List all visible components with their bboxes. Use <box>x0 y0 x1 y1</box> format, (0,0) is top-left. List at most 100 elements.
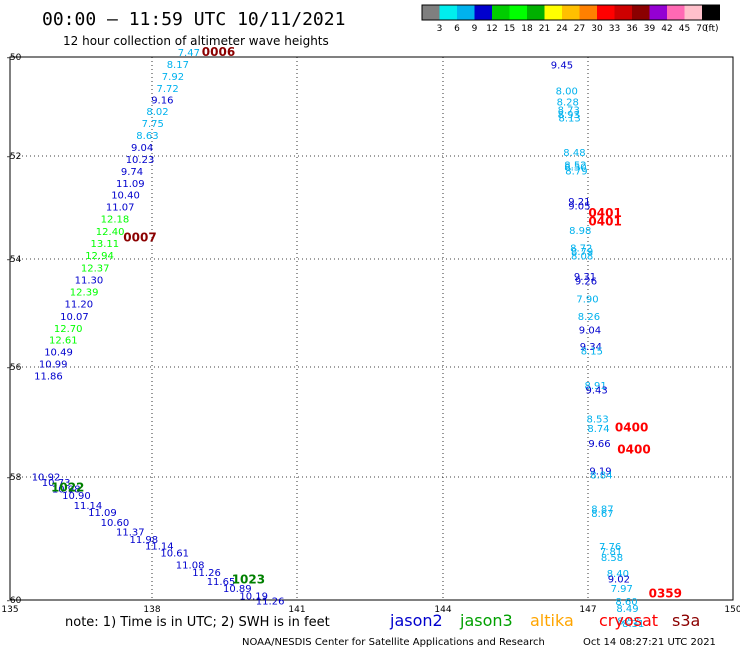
swh-point-label: 11.65 <box>207 577 236 588</box>
swh-point-label: 9.34 <box>580 342 602 353</box>
timestamp-text: Oct 14 08:27:21 UTC 2021 <box>583 637 716 648</box>
colorbar-unit-label: (ft) <box>705 24 719 34</box>
swh-point-label: 8.91 <box>585 381 607 392</box>
colorbar-label: 45 <box>679 24 690 34</box>
swh-point-label: 10.61 <box>160 549 189 560</box>
colorbar-swatch <box>579 5 597 20</box>
colorbar-swatch <box>702 5 720 20</box>
colorbar-label: 15 <box>504 24 515 34</box>
swh-point-label: 8.40 <box>607 569 629 580</box>
y-tick-label: -54 <box>7 255 22 265</box>
swh-point-label: 10.90 <box>62 491 91 502</box>
swh-point-label: 8.52 <box>564 160 586 171</box>
swh-point-label: 9.43 <box>586 386 608 397</box>
swh-point-label: 8.15 <box>581 347 603 358</box>
swh-point-label: 9.45 <box>551 60 573 71</box>
x-tick-label: 147 <box>579 605 596 615</box>
swh-point-label: 9.31 <box>574 272 596 283</box>
legend-entry: jason3 <box>459 611 513 630</box>
swh-point-label: 7.97 <box>611 584 633 595</box>
colorbar-label: 9 <box>472 24 478 34</box>
swh-point-label: 8.17 <box>167 60 189 71</box>
swh-point-label: 8.87 <box>591 505 613 516</box>
swh-point-label: 7.92 <box>162 72 184 83</box>
swh-point-label: 8.79 <box>571 247 593 258</box>
swh-point-label: 12.18 <box>101 215 130 226</box>
swh-point-label: 12.39 <box>70 287 99 298</box>
pass-time-label: 0400 <box>617 442 650 456</box>
swh-point-label: 12.61 <box>49 336 78 347</box>
y-tick-labels: -50 -52 -54 -56 -58 -60 <box>7 53 22 606</box>
credit-text: NOAA/NESDIS Center for Satellite Applica… <box>242 637 545 648</box>
swh-point-label: 9.16 <box>151 96 173 107</box>
colorbar-swatch <box>632 5 650 20</box>
colorbar-swatch <box>492 5 510 20</box>
swh-point-label: 11.98 <box>130 535 159 546</box>
note-text: note: 1) Time is in UTC; 2) SWH is in fe… <box>65 615 330 630</box>
colorbar-label: 39 <box>644 24 656 34</box>
swh-point-label: 12.40 <box>96 227 125 238</box>
swh-point-label: 8.48 <box>563 148 585 159</box>
swh-point-label: 8.26 <box>578 312 600 323</box>
plot-frame <box>9 56 734 601</box>
y-tick-label: -60 <box>7 596 22 606</box>
colorbar-swatch <box>509 5 527 20</box>
pass-time-label: 1022 <box>51 480 84 494</box>
legend-entry: altika <box>530 611 574 630</box>
y-tick-label: -52 <box>7 152 22 162</box>
swh-point-label: 8.73 <box>558 106 580 117</box>
satellite-legend: jason2 jason3 altika cryosat s3a <box>389 611 700 630</box>
colorbar-swatch <box>614 5 632 20</box>
swh-point-label: 9.04 <box>131 143 153 154</box>
colorbar-swatch <box>457 5 475 20</box>
y-tick-label: -50 <box>7 53 22 63</box>
swh-point-label: 13.11 <box>91 239 120 250</box>
colorbar-swatch <box>422 5 440 20</box>
page-title: 00:00 – 11:59 UTC 10/11/2021 <box>42 9 345 30</box>
swh-point-label: 11.08 <box>176 561 205 572</box>
swh-point-label: 7.81 <box>600 547 622 558</box>
colorbar-frame <box>421 4 720 21</box>
plot-area <box>9 56 734 601</box>
pass-time-label: 0007 <box>123 231 156 245</box>
swh-point-label: 9.66 <box>588 439 610 450</box>
swh-point-label: 8.02 <box>146 107 168 118</box>
colorbar: 3 6 9 12 15 18 21 24 27 30 33 36 39 42 45 70 <box>421 4 720 34</box>
swh-point-label: 8.31 <box>622 619 644 630</box>
colorbar-swatch <box>597 5 615 20</box>
swh-point-label: 11.07 <box>106 203 135 214</box>
swh-point-label: 8.74 <box>587 424 609 435</box>
swh-point-label: 10.49 <box>44 348 73 359</box>
x-tick-labels: 135 138 141 144 147 150 <box>1 605 740 615</box>
colorbar-label: 33 <box>609 24 620 34</box>
swh-point-label: 8.00 <box>556 87 578 98</box>
swh-point-label: 8.58 <box>601 553 623 564</box>
swh-point-label: 10.99 <box>39 360 68 371</box>
pass-time-label: 0400 <box>615 421 648 435</box>
colorbar-label: 12 <box>486 24 497 34</box>
swh-point-label: 11.30 <box>75 275 104 286</box>
swh-point-label: 8.28 <box>557 97 579 108</box>
swh-point-label: 10.23 <box>126 155 155 166</box>
colorbar-swatch <box>439 5 457 20</box>
swh-point-label: 9.02 <box>608 575 630 586</box>
y-tick-label: -58 <box>7 473 22 483</box>
colorbar-label: 24 <box>556 24 568 34</box>
swh-point-label: 8.79 <box>565 166 587 177</box>
swh-point-label: 12.37 <box>81 264 110 275</box>
x-tick-label: 141 <box>288 605 305 615</box>
pass-time-label: 0401 <box>588 214 621 228</box>
swh-point-label: 7.47 <box>178 48 200 59</box>
swh-point-label: 8.67 <box>591 509 613 520</box>
swh-point-label: 10.92 <box>32 473 61 484</box>
swh-point-label: 9.04 <box>579 325 601 336</box>
swh-point-label: 8.53 <box>587 414 609 425</box>
swh-point-label: 9.26 <box>575 277 597 288</box>
swh-point-label: 11.14 <box>74 501 103 512</box>
swh-point-label: 10.73 <box>42 478 71 489</box>
colorbar-swatch <box>474 5 492 20</box>
swh-point-label: 8.13 <box>559 114 581 125</box>
swh-point-label: 10.40 <box>111 191 140 202</box>
legend-entry: cryosat <box>599 611 658 630</box>
